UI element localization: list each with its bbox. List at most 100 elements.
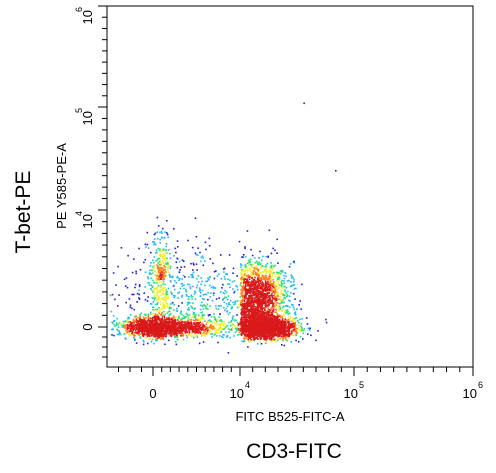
event-dot — [145, 324, 147, 326]
event-dot — [274, 324, 277, 326]
event-dot — [259, 316, 262, 318]
event-dot — [292, 326, 294, 328]
event-dot — [256, 321, 258, 324]
event-dot — [164, 327, 166, 329]
event-dot — [177, 330, 179, 332]
event-dot — [256, 332, 259, 334]
event-dot — [279, 270, 282, 272]
event-dot — [297, 341, 300, 343]
event-dot — [280, 281, 283, 283]
event-dot — [170, 331, 173, 334]
event-dot — [249, 290, 251, 293]
event-dot — [242, 256, 244, 258]
event-dot — [140, 321, 142, 323]
event-dot — [207, 277, 209, 280]
event-dot — [285, 336, 288, 338]
event-dot — [272, 289, 274, 292]
event-dot — [280, 282, 283, 285]
event-dot — [124, 285, 127, 287]
event-dot — [249, 258, 252, 260]
event-dot — [262, 321, 265, 324]
event-dot — [263, 336, 266, 338]
event-dot — [240, 330, 242, 332]
event-dot — [294, 311, 297, 313]
event-dot — [261, 322, 263, 324]
event-dot — [185, 334, 188, 337]
event-dot — [195, 331, 197, 333]
event-dot — [261, 324, 263, 327]
event-dot — [251, 266, 253, 268]
event-dot — [266, 312, 268, 314]
event-dot — [279, 322, 282, 324]
event-dot — [200, 312, 202, 314]
event-dot — [255, 318, 258, 321]
event-dot — [199, 317, 202, 319]
event-dot — [283, 305, 285, 308]
event-dot — [145, 329, 148, 331]
event-dot — [272, 307, 275, 310]
event-dot — [258, 274, 260, 276]
event-dot — [283, 320, 285, 322]
event-dot — [277, 335, 279, 338]
event-dot — [253, 297, 256, 300]
event-dot — [150, 303, 152, 305]
event-dot — [194, 298, 197, 300]
event-dot — [168, 319, 171, 321]
event-dot — [240, 309, 243, 311]
event-dot — [246, 289, 249, 291]
event-dot — [253, 286, 255, 289]
event-dot — [160, 290, 162, 292]
event-dot — [190, 326, 193, 329]
event-dot — [140, 322, 142, 325]
event-dot — [247, 284, 249, 287]
event-dot — [270, 307, 272, 310]
event-dot — [153, 329, 156, 332]
event-dot — [139, 337, 142, 339]
event-dot — [276, 289, 278, 291]
event-dot — [223, 292, 226, 295]
event-dot — [151, 324, 154, 326]
event-dot — [113, 320, 115, 322]
event-dot — [262, 300, 264, 302]
event-dot — [179, 321, 182, 324]
event-dot — [196, 334, 198, 336]
event-dot — [131, 323, 133, 326]
event-dot — [227, 352, 230, 354]
event-dot — [228, 321, 230, 324]
event-dot — [151, 318, 154, 320]
event-dot — [187, 321, 189, 323]
event-dot — [226, 273, 228, 276]
event-dot — [207, 291, 209, 294]
event-dot — [207, 308, 209, 310]
event-dot — [209, 320, 211, 323]
event-dot — [195, 329, 197, 332]
event-dot — [240, 326, 243, 329]
event-dot — [269, 297, 271, 299]
event-dot — [162, 321, 164, 324]
event-dot — [153, 315, 156, 317]
event-dot — [215, 298, 218, 300]
event-dot — [276, 273, 278, 275]
event-dot — [245, 265, 247, 268]
event-dot — [132, 327, 134, 330]
event-dot — [283, 294, 286, 296]
event-dot — [280, 289, 283, 292]
event-dot — [167, 327, 170, 329]
event-dot — [202, 341, 205, 343]
event-dot — [293, 324, 296, 326]
event-dot — [145, 317, 148, 319]
event-dot — [301, 329, 303, 331]
event-dot — [200, 283, 202, 285]
event-dot — [187, 319, 189, 321]
event-dot — [226, 311, 228, 313]
event-dot — [261, 294, 263, 296]
event-dot — [131, 330, 134, 333]
event-dot — [177, 327, 180, 330]
event-dot — [181, 334, 183, 337]
event-dot — [269, 336, 271, 338]
event-dot — [155, 330, 158, 333]
event-dot — [291, 284, 294, 287]
event-dot — [150, 284, 153, 286]
event-dot — [226, 310, 228, 312]
event-dot — [272, 311, 274, 313]
